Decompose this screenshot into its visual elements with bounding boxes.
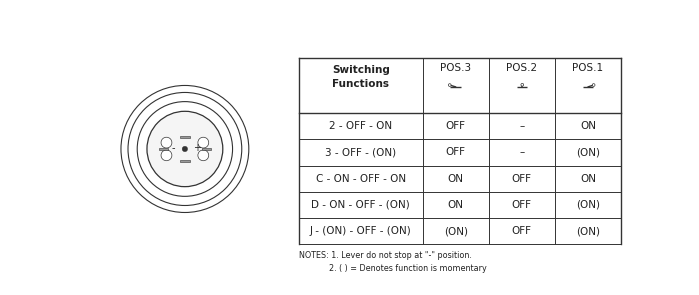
Text: 2. ( ) = Denotes function is momentary: 2. ( ) = Denotes function is momentary (304, 264, 487, 273)
Text: -: - (171, 143, 175, 153)
Text: 2 - OFF - ON: 2 - OFF - ON (329, 121, 392, 131)
FancyBboxPatch shape (180, 136, 190, 138)
Text: 3 - OFF - (ON): 3 - OFF - (ON) (325, 148, 396, 158)
Text: (ON): (ON) (576, 200, 600, 210)
Text: OFF: OFF (446, 148, 466, 158)
Ellipse shape (161, 150, 172, 161)
Text: (ON): (ON) (576, 148, 600, 158)
Text: POS.1: POS.1 (572, 63, 603, 73)
Text: –: – (519, 121, 524, 131)
Ellipse shape (198, 137, 209, 148)
Ellipse shape (147, 111, 223, 187)
Ellipse shape (448, 84, 451, 86)
Text: +: + (193, 143, 201, 153)
Ellipse shape (182, 146, 187, 152)
Text: OFF: OFF (512, 174, 532, 184)
Ellipse shape (592, 84, 595, 86)
Text: D - ON - OFF - (ON): D - ON - OFF - (ON) (311, 200, 410, 210)
Text: OFF: OFF (512, 226, 532, 236)
Text: ON: ON (448, 200, 463, 210)
Text: (ON): (ON) (444, 226, 468, 236)
Text: J - (ON) - OFF - (ON): J - (ON) - OFF - (ON) (310, 226, 412, 236)
Text: Switching
Functions: Switching Functions (332, 65, 389, 88)
Text: (ON): (ON) (576, 226, 600, 236)
Text: ON: ON (448, 174, 463, 184)
FancyBboxPatch shape (202, 148, 211, 150)
Text: ON: ON (580, 174, 596, 184)
Ellipse shape (161, 137, 172, 148)
Text: C - ON - OFF - ON: C - ON - OFF - ON (316, 174, 405, 184)
FancyBboxPatch shape (159, 148, 168, 150)
Text: POS.3: POS.3 (440, 63, 471, 73)
Text: ON: ON (580, 121, 596, 131)
Ellipse shape (521, 83, 524, 86)
Text: NOTES: 1. Lever do not stop at "-" position.: NOTES: 1. Lever do not stop at "-" posit… (298, 251, 472, 260)
Text: OFF: OFF (512, 200, 532, 210)
Ellipse shape (198, 150, 209, 161)
Text: –: – (519, 148, 524, 158)
Text: OFF: OFF (446, 121, 466, 131)
FancyBboxPatch shape (180, 160, 190, 162)
Text: POS.2: POS.2 (506, 63, 538, 73)
